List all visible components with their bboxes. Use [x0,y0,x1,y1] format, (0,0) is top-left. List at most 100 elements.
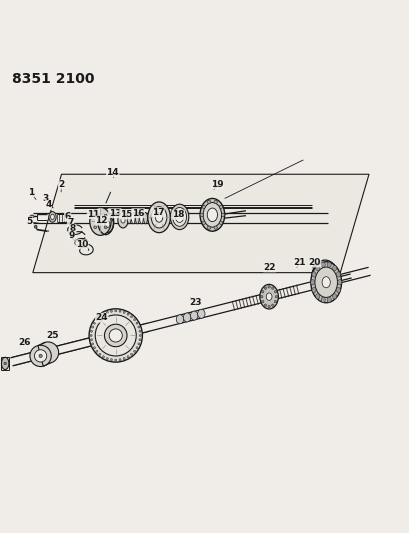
Text: 16: 16 [132,209,144,217]
Ellipse shape [176,314,183,324]
Ellipse shape [207,200,210,204]
Ellipse shape [213,200,217,204]
Text: 11: 11 [87,209,99,219]
Ellipse shape [151,207,166,228]
Ellipse shape [274,301,276,303]
Ellipse shape [51,214,54,220]
Ellipse shape [267,286,270,288]
Ellipse shape [311,287,315,293]
Ellipse shape [155,212,162,222]
Ellipse shape [105,221,110,228]
Text: 6: 6 [64,212,71,221]
Text: 4: 4 [45,200,52,209]
Ellipse shape [90,338,92,341]
Ellipse shape [123,358,125,360]
Ellipse shape [127,356,129,358]
Ellipse shape [127,212,131,224]
Ellipse shape [316,266,333,289]
Ellipse shape [123,311,125,313]
Ellipse shape [219,221,222,224]
Ellipse shape [260,295,262,298]
Ellipse shape [119,359,121,361]
Text: 1: 1 [27,188,34,197]
Ellipse shape [147,212,151,224]
Ellipse shape [139,338,141,341]
Ellipse shape [326,262,330,268]
Ellipse shape [326,297,330,303]
Text: 9: 9 [68,231,74,240]
Text: 10: 10 [76,240,88,249]
Ellipse shape [96,350,98,352]
Ellipse shape [310,262,341,303]
Ellipse shape [95,315,136,356]
Ellipse shape [110,310,112,312]
Ellipse shape [274,290,276,293]
Text: 24: 24 [95,313,108,322]
Ellipse shape [91,326,93,328]
Ellipse shape [314,267,337,297]
Text: 25: 25 [46,331,58,340]
Text: 19: 19 [211,180,223,189]
Ellipse shape [147,202,170,233]
Ellipse shape [4,362,7,365]
Ellipse shape [102,356,104,358]
Text: 22: 22 [263,263,275,272]
Ellipse shape [96,319,98,321]
Ellipse shape [172,207,186,227]
Ellipse shape [89,309,142,362]
Ellipse shape [332,265,336,271]
Ellipse shape [213,226,217,229]
Ellipse shape [30,345,51,367]
Ellipse shape [274,295,277,298]
Ellipse shape [93,322,95,324]
Ellipse shape [94,214,97,217]
Ellipse shape [183,313,190,322]
Ellipse shape [320,297,324,303]
Text: 8351 2100: 8351 2100 [12,72,94,86]
Ellipse shape [30,215,34,218]
Ellipse shape [121,217,125,223]
Ellipse shape [110,359,112,361]
Ellipse shape [109,329,122,342]
Ellipse shape [335,272,339,277]
Ellipse shape [94,226,97,229]
Ellipse shape [104,214,107,217]
Ellipse shape [190,311,198,320]
Ellipse shape [200,198,224,231]
Ellipse shape [37,342,58,364]
Ellipse shape [133,350,135,352]
Ellipse shape [2,357,9,369]
Text: 5: 5 [26,217,33,226]
Polygon shape [11,324,148,366]
Text: 3: 3 [42,195,48,204]
Ellipse shape [202,205,205,208]
Ellipse shape [101,216,113,232]
Ellipse shape [133,319,135,321]
Ellipse shape [203,203,221,227]
Text: 23: 23 [189,298,202,307]
Text: 18: 18 [172,211,184,220]
Ellipse shape [98,219,102,224]
Text: 8: 8 [70,224,76,233]
Text: 17: 17 [151,208,164,217]
Ellipse shape [127,313,129,315]
Ellipse shape [267,305,270,308]
Ellipse shape [90,207,111,236]
Ellipse shape [39,354,42,358]
Polygon shape [33,174,368,273]
Ellipse shape [207,208,217,222]
Ellipse shape [115,310,117,312]
Ellipse shape [261,301,263,303]
Ellipse shape [34,225,37,228]
Ellipse shape [311,260,337,295]
Text: 26: 26 [18,338,31,347]
Ellipse shape [221,213,224,216]
Ellipse shape [119,310,121,312]
Ellipse shape [130,353,132,356]
Text: 7: 7 [67,217,74,227]
Ellipse shape [130,316,132,318]
Text: 12: 12 [95,216,108,225]
Ellipse shape [106,358,108,360]
Ellipse shape [259,285,278,309]
Ellipse shape [139,330,141,332]
